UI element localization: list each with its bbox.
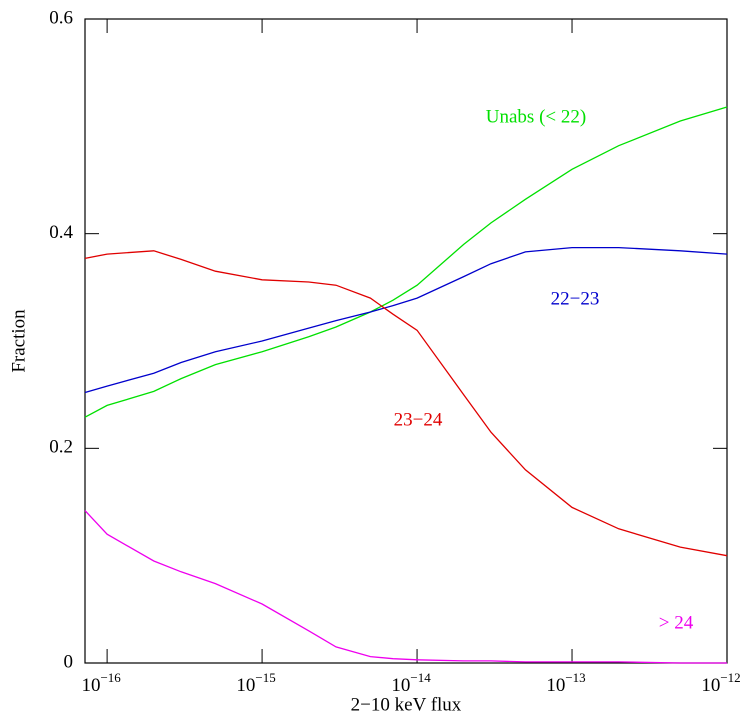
x-tick-label: 10−14 [391, 670, 431, 696]
series-line [84, 250, 728, 557]
series-label: Unabs (< 22) [486, 106, 586, 127]
y-axis-label: Fraction [8, 309, 29, 373]
y-tick-label: 0 [64, 651, 74, 672]
plot-frame [84, 18, 728, 664]
x-tick-base: 10 [546, 675, 565, 696]
x-tick-label: 10−15 [236, 670, 275, 696]
series-line [84, 246, 728, 394]
x-tick-label: 10−16 [81, 670, 121, 696]
y-tick-label: 0.6 [49, 7, 73, 28]
x-axis-label: 2−10 keV flux [351, 694, 462, 715]
series-label: > 24 [659, 612, 694, 633]
series-label: 23−24 [394, 409, 443, 430]
x-tick-label: 10−12 [701, 670, 740, 696]
series-label: 22−23 [551, 288, 600, 309]
x-tick-base: 10 [701, 675, 720, 696]
y-tick-label: 0.2 [49, 437, 73, 458]
x-tick-exponent: −12 [720, 670, 740, 685]
x-tick-base: 10 [81, 675, 100, 696]
x-tick-exponent: −14 [410, 670, 431, 685]
y-tick-label: 0.4 [49, 222, 73, 243]
series-line [84, 106, 728, 418]
x-tick-exponent: −15 [255, 670, 275, 685]
x-tick-base: 10 [236, 675, 255, 696]
x-tick-base: 10 [391, 675, 410, 696]
x-tick-exponent: −16 [100, 670, 121, 685]
x-tick-label: 10−13 [546, 670, 585, 696]
x-tick-exponent: −13 [565, 670, 585, 685]
series-line [84, 510, 727, 664]
